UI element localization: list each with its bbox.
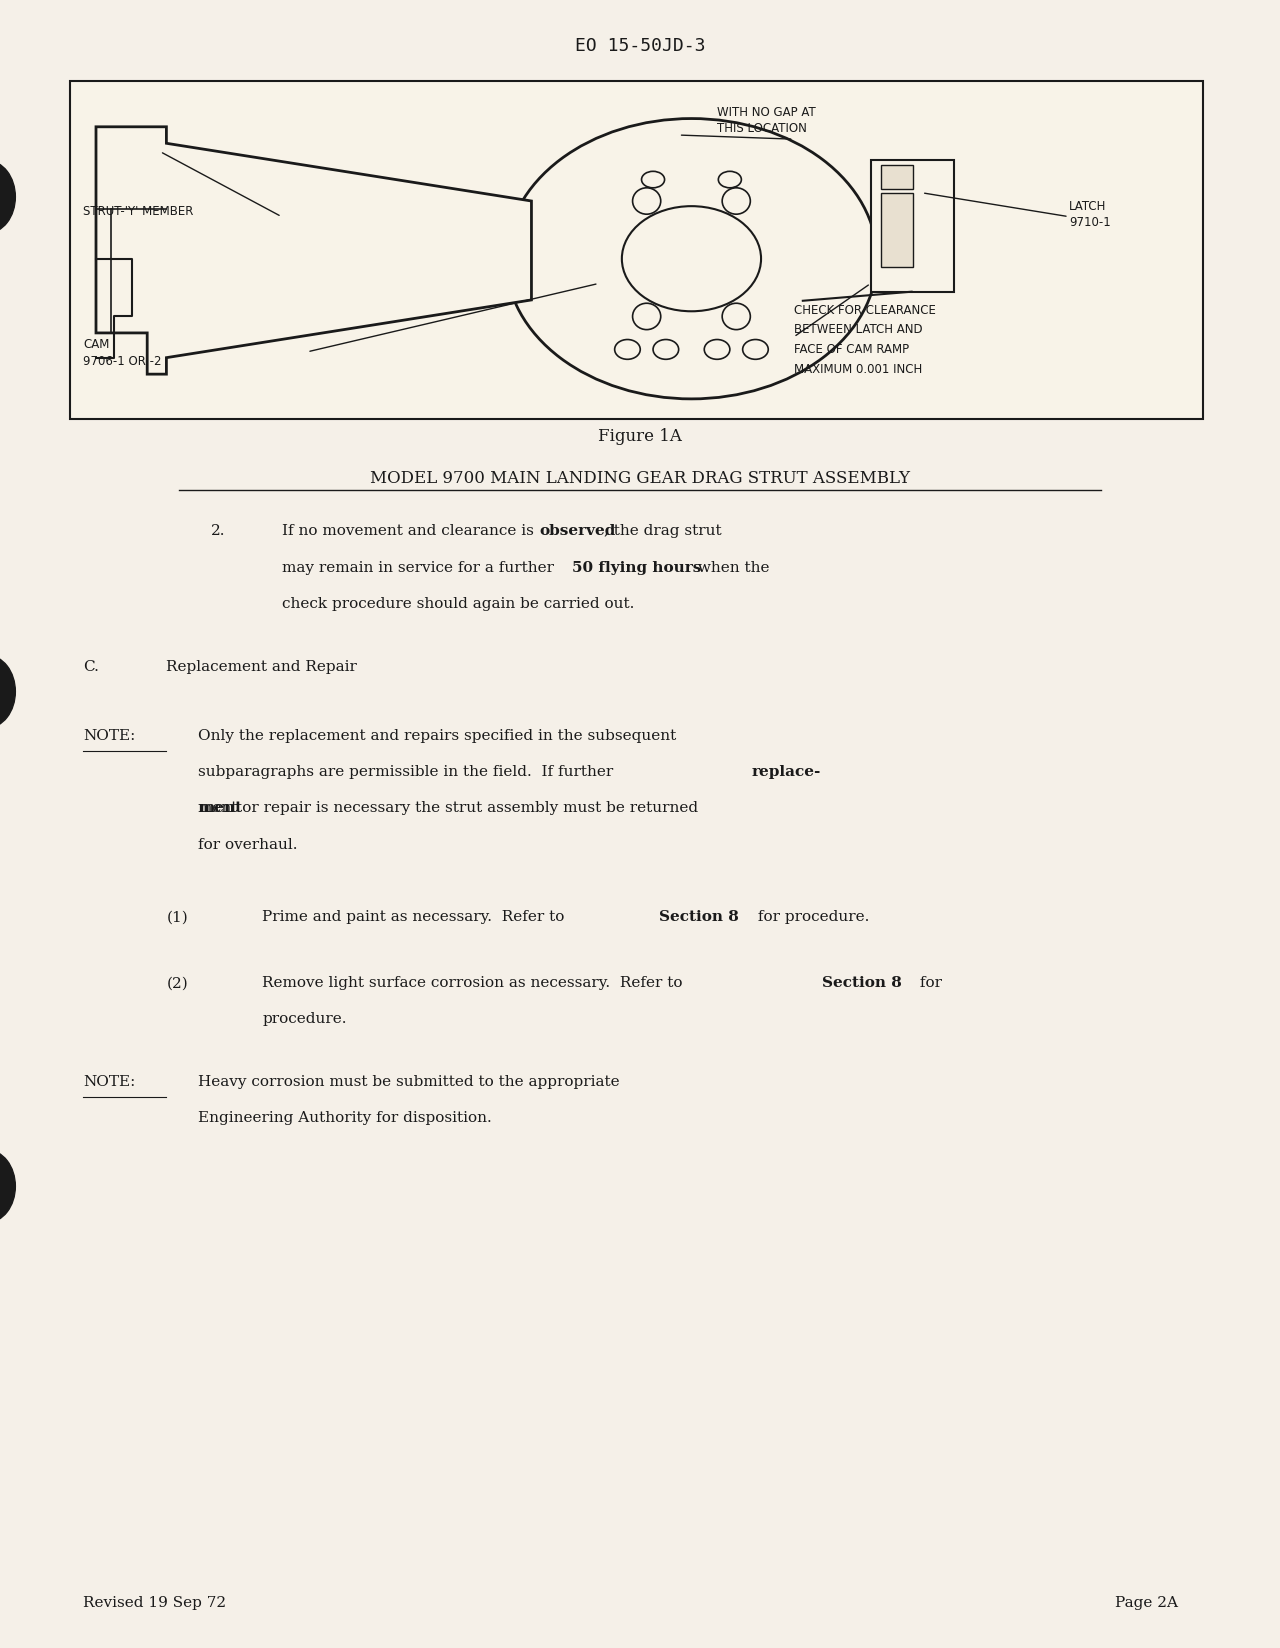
Text: for: for	[915, 976, 942, 989]
Text: EO 15-50JD-3: EO 15-50JD-3	[575, 38, 705, 54]
Text: Heavy corrosion must be submitted to the appropriate: Heavy corrosion must be submitted to the…	[198, 1074, 620, 1088]
Ellipse shape	[653, 339, 678, 361]
Text: MAXIMUM 0.001 INCH: MAXIMUM 0.001 INCH	[794, 363, 922, 376]
Text: Only the replacement and repairs specified in the subsequent: Only the replacement and repairs specifi…	[198, 728, 677, 742]
Bar	[881, 193, 913, 267]
Bar	[870, 162, 954, 293]
Ellipse shape	[632, 188, 660, 216]
Text: C.: C.	[83, 659, 99, 672]
Text: (2): (2)	[166, 976, 188, 989]
Text: procedure.: procedure.	[262, 1012, 347, 1025]
Text: If no movement and clearance is: If no movement and clearance is	[282, 524, 539, 537]
Text: FACE OF CAM RAMP: FACE OF CAM RAMP	[794, 343, 909, 356]
Ellipse shape	[506, 120, 877, 400]
Text: WITH NO GAP AT: WITH NO GAP AT	[717, 105, 815, 119]
Text: 50 flying hours: 50 flying hours	[572, 560, 701, 574]
Text: may remain in service for a further: may remain in service for a further	[282, 560, 558, 574]
Text: STRUT-'Y' MEMBER: STRUT-'Y' MEMBER	[83, 204, 193, 218]
Ellipse shape	[641, 173, 664, 190]
Polygon shape	[96, 129, 531, 376]
Text: , the drag strut: , the drag strut	[604, 524, 722, 537]
Text: BETWEEN LATCH AND: BETWEEN LATCH AND	[794, 323, 922, 336]
Text: ment: ment	[198, 801, 242, 814]
Text: CHECK FOR CLEARANCE: CHECK FOR CLEARANCE	[794, 303, 936, 316]
Ellipse shape	[622, 208, 762, 311]
Text: Prime and paint as necessary.  Refer to: Prime and paint as necessary. Refer to	[262, 910, 570, 923]
Text: Replacement and Repair: Replacement and Repair	[166, 659, 357, 672]
Ellipse shape	[742, 339, 768, 361]
Text: THIS LOCATION: THIS LOCATION	[717, 122, 806, 135]
Text: 2.: 2.	[211, 524, 225, 537]
Bar	[881, 165, 913, 191]
Text: Section 8: Section 8	[659, 910, 739, 923]
Text: Section 8: Section 8	[822, 976, 901, 989]
Circle shape	[0, 162, 15, 234]
Text: ment or repair is necessary the strut assembly must be returned: ment or repair is necessary the strut as…	[198, 801, 699, 814]
Circle shape	[0, 1150, 15, 1223]
Bar	[70, 82, 1203, 420]
Ellipse shape	[614, 339, 640, 361]
Ellipse shape	[632, 303, 660, 330]
Text: check procedure should again be carried out.: check procedure should again be carried …	[282, 597, 634, 610]
Ellipse shape	[704, 339, 730, 361]
Text: NOTE:: NOTE:	[83, 728, 136, 742]
Ellipse shape	[718, 173, 741, 190]
Text: for procedure.: for procedure.	[753, 910, 869, 923]
Text: (1): (1)	[166, 910, 188, 923]
Text: Engineering Authority for disposition.: Engineering Authority for disposition.	[198, 1111, 492, 1124]
Ellipse shape	[722, 303, 750, 330]
Text: Figure 1A: Figure 1A	[598, 428, 682, 445]
Text: CAM: CAM	[83, 338, 110, 351]
Text: observed: observed	[540, 524, 616, 537]
Text: NOTE:: NOTE:	[83, 1074, 136, 1088]
Text: replace-: replace-	[751, 765, 820, 778]
Text: for overhaul.: for overhaul.	[198, 837, 298, 850]
Ellipse shape	[722, 188, 750, 216]
Text: 9706-1 OR -2: 9706-1 OR -2	[83, 354, 161, 368]
Text: MODEL 9700 MAIN LANDING GEAR DRAG STRUT ASSEMBLY: MODEL 9700 MAIN LANDING GEAR DRAG STRUT …	[370, 470, 910, 486]
Text: when the: when the	[692, 560, 769, 574]
Text: Remove light surface corrosion as necessary.  Refer to: Remove light surface corrosion as necess…	[262, 976, 687, 989]
Text: LATCH: LATCH	[1069, 199, 1106, 213]
Circle shape	[0, 656, 15, 728]
Text: Page 2A: Page 2A	[1115, 1595, 1178, 1608]
Text: 9710-1: 9710-1	[1069, 216, 1111, 229]
Text: subparagraphs are permissible in the field.  If further: subparagraphs are permissible in the fie…	[198, 765, 618, 778]
Text: Revised 19 Sep 72: Revised 19 Sep 72	[83, 1595, 227, 1608]
